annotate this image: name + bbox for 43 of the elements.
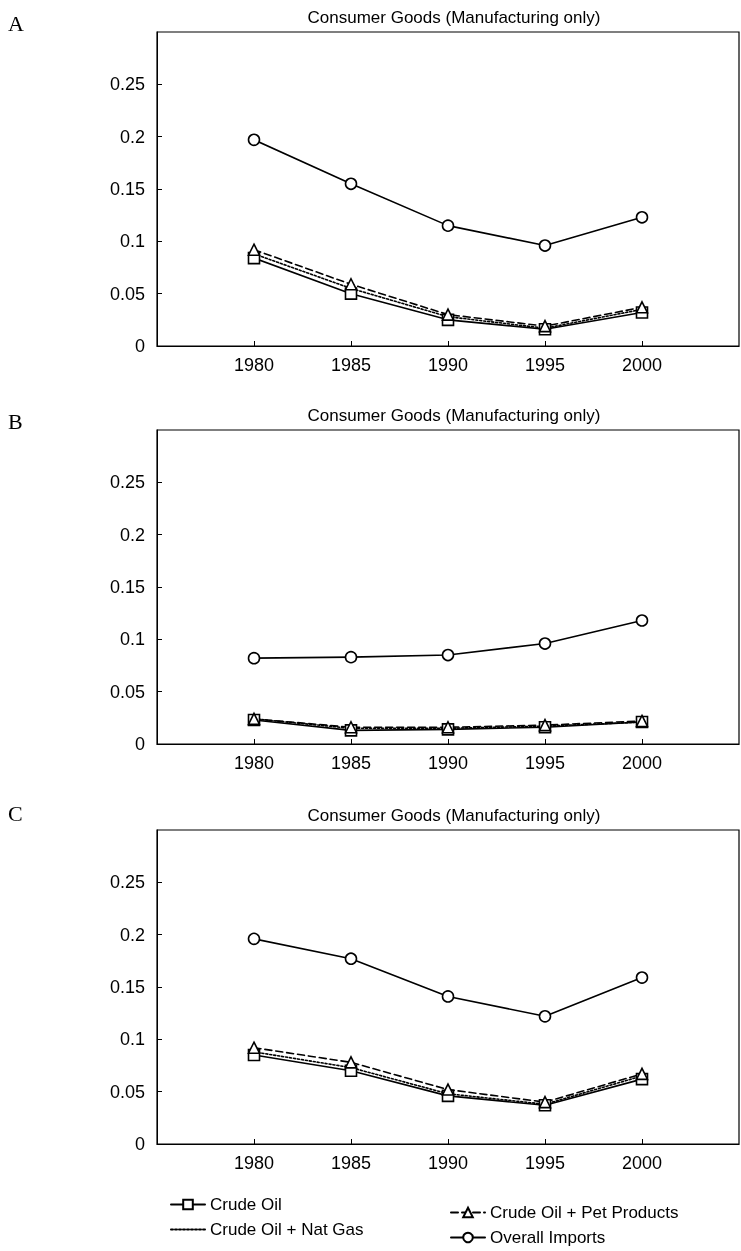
y-tick-label: 0.05 — [109, 681, 145, 702]
x-tick-label: 1985 — [330, 753, 372, 773]
x-tick-label: 1995 — [524, 355, 566, 375]
y-tick-label: 0.2 — [119, 524, 145, 545]
y-tick-label: 0.1 — [119, 629, 145, 650]
y-tick-label: 0.1 — [119, 231, 145, 252]
chart-title: Consumer Goods (Manufacturing only) — [307, 406, 601, 425]
y-tick-label: 0.2 — [119, 924, 145, 945]
x-tick-label: 1980 — [233, 355, 275, 375]
x-tick-label: 1985 — [330, 355, 372, 375]
legend-label: Crude Oil + Pet Products — [490, 1203, 679, 1222]
text: B — [8, 408, 23, 434]
x-tick-label: 1990 — [427, 355, 469, 375]
legend-label: Overall Imports — [490, 1228, 606, 1247]
y-tick-label: 0.15 — [109, 977, 145, 997]
y-tick-label: 0.2 — [119, 126, 145, 147]
y-tick-label: 0.05 — [109, 283, 145, 304]
y-tick-label: 0.25 — [109, 74, 145, 95]
x-tick-label: 1985 — [330, 1153, 372, 1173]
y-tick-label: 0.25 — [109, 872, 145, 893]
x-tick-label: 1995 — [524, 1153, 566, 1173]
y-tick-label: 0 — [134, 336, 145, 356]
x-tick-label: 1980 — [233, 1153, 275, 1173]
x-tick-label: 1990 — [427, 1153, 469, 1173]
chart-title: Consumer Goods (Manufacturing only) — [307, 8, 601, 27]
x-tick-label: 1995 — [524, 753, 566, 773]
y-tick-label: 0 — [134, 1134, 145, 1154]
y-tick-label: 0.1 — [119, 1029, 145, 1050]
text: C — [8, 800, 23, 826]
y-tick-label: 0.05 — [109, 1081, 145, 1102]
x-tick-label: 2000 — [621, 753, 663, 773]
x-tick-label: 1980 — [233, 753, 275, 773]
legend-label: Crude Oil — [210, 1195, 282, 1214]
legend-label: Crude Oil + Nat Gas — [210, 1220, 364, 1239]
y-tick-label: 0.15 — [109, 179, 145, 199]
text: A — [8, 10, 24, 36]
chart-title: Consumer Goods (Manufacturing only) — [307, 806, 601, 825]
x-tick-label: 2000 — [621, 355, 663, 375]
y-tick-label: 0.25 — [109, 472, 145, 493]
y-tick-label: 0.15 — [109, 577, 145, 597]
y-tick-label: 0 — [134, 734, 145, 754]
x-tick-label: 1990 — [427, 753, 469, 773]
x-tick-label: 2000 — [621, 1153, 663, 1173]
